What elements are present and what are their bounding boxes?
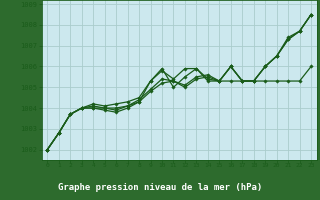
Text: Graphe pression niveau de la mer (hPa): Graphe pression niveau de la mer (hPa) <box>58 183 262 192</box>
